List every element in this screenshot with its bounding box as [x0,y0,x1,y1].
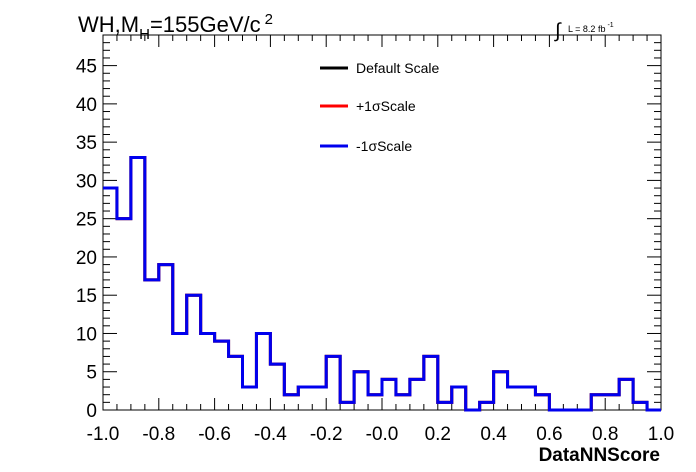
series-line-default-scale [103,155,661,412]
y-tick-label: 45 [76,57,97,78]
legend-label: +1σScale [356,98,416,114]
y-tick-label: 0 [86,401,97,422]
x-tick-label: 0.4 [480,424,507,445]
x-tick-label: -1.0 [87,424,120,445]
y-tick-label: 20 [76,248,97,269]
y-tick-label: 15 [76,286,97,307]
x-tick-label: 0.2 [425,424,451,445]
y-tick-label: 5 [86,363,97,384]
y-tick-label: 35 [76,133,97,154]
y-tick-label: 40 [76,95,97,116]
series-line--1-scale [103,155,661,412]
legend-entry: Default Scale [320,60,439,76]
legend-entry: -1σScale [320,138,412,154]
luminosity-text: L = 8.2 fb -1 [568,22,614,34]
y-tick-label: 25 [76,210,97,231]
x-tick-label: 1.0 [648,424,674,445]
x-tick-label: 0.6 [536,424,562,445]
y-tick-label: 10 [76,324,97,345]
x-axis-tick-labels: -1.0 -0.8 -0.6 -0.4 -0.2 -0.0 0.2 0.4 0.6 0.8 1.0 [87,424,675,445]
legend-label: Default Scale [356,60,439,76]
integral-symbol: ∫ [554,20,562,42]
legend-entry: +1σScale [320,98,416,114]
x-tick-label: -0.2 [310,424,343,445]
x-tick-label: -0.4 [254,424,287,445]
x-tick-label: -0.6 [198,424,231,445]
y-tick-label: 30 [76,171,97,192]
luminosity-label: ∫ L = 8.2 fb -1 [554,20,614,42]
legend: Default Scale +1σScale -1σScale [320,60,439,154]
y-axis-tick-labels: 0 5 10 15 20 25 30 35 40 45 [76,57,97,422]
x-axis-title: DataNNScore [539,445,660,466]
histogram-series [103,155,661,412]
series-line--1-scale [103,155,661,412]
x-tick-label: -0.0 [366,424,399,445]
legend-label: -1σScale [356,138,412,154]
x-axis-ticks [102,35,662,410]
y-axis-ticks [103,34,661,411]
x-tick-label: 0.8 [592,424,618,445]
plot-frame [102,34,662,411]
x-tick-label: -0.8 [142,424,175,445]
chart-title: WH,MH=155GeV/c 2 [78,11,273,43]
